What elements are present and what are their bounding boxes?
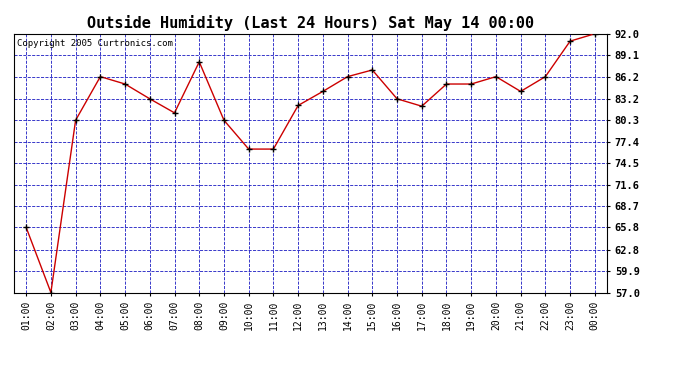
Text: Copyright 2005 Curtronics.com: Copyright 2005 Curtronics.com bbox=[17, 39, 172, 48]
Title: Outside Humidity (Last 24 Hours) Sat May 14 00:00: Outside Humidity (Last 24 Hours) Sat May… bbox=[87, 15, 534, 31]
